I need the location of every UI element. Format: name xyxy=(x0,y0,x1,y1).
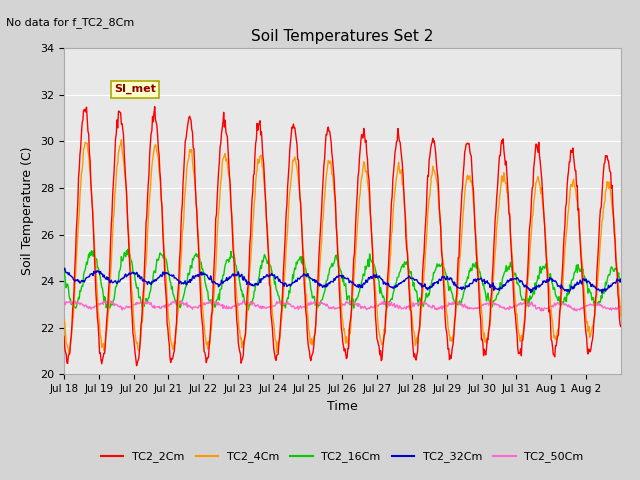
Text: SI_met: SI_met xyxy=(114,84,156,95)
Y-axis label: Soil Temperature (C): Soil Temperature (C) xyxy=(22,147,35,276)
Text: No data for f_TC2_8Cm: No data for f_TC2_8Cm xyxy=(6,17,134,28)
Legend: TC2_2Cm, TC2_4Cm, TC2_16Cm, TC2_32Cm, TC2_50Cm: TC2_2Cm, TC2_4Cm, TC2_16Cm, TC2_32Cm, TC… xyxy=(97,447,588,467)
Title: Soil Temperatures Set 2: Soil Temperatures Set 2 xyxy=(252,29,433,44)
X-axis label: Time: Time xyxy=(327,400,358,413)
